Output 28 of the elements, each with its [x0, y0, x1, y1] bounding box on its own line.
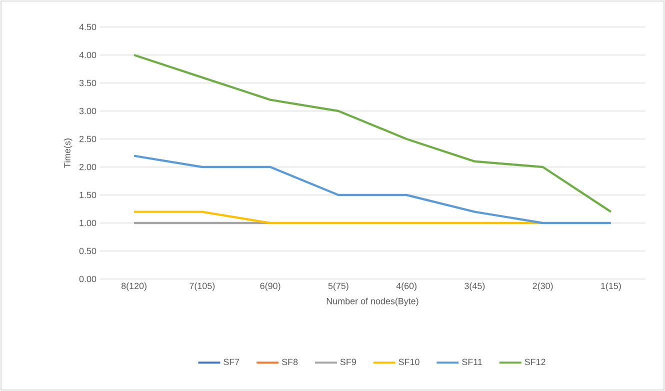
y-tick-label: 3.00	[79, 108, 96, 114]
x-tick-label: 7(105)	[190, 282, 215, 291]
y-tick-label: 0.50	[79, 248, 96, 254]
x-tick-label: 8(120)	[121, 282, 146, 291]
x-tick-label: 2(30)	[532, 282, 553, 291]
legend-label: SF11	[462, 358, 482, 366]
y-tick-label: 4.00	[79, 52, 96, 58]
y-axis-title: Time(s)	[64, 138, 72, 168]
line-series	[132, 54, 612, 213]
y-tick-label: 4.50	[79, 24, 96, 30]
y-tick-label: 3.50	[79, 80, 96, 86]
legend-label: SF9	[340, 358, 356, 366]
x-tick-label: 4(60)	[396, 282, 416, 291]
y-tick-label: 2.50	[79, 136, 96, 142]
x-axis-title: Number of nodes(Byte)	[326, 298, 418, 306]
x-tick-label: 1(15)	[601, 282, 621, 291]
legend-label: SF7	[224, 358, 240, 366]
y-tick-label: 0.00	[79, 276, 96, 282]
legend-label: SF8	[282, 358, 298, 366]
x-tick-label: 6(90)	[260, 282, 280, 291]
line-series	[132, 154, 612, 224]
x-tick-label: 5(75)	[328, 282, 348, 291]
x-tick-label: 3(45)	[464, 282, 485, 291]
legend-label: SF12	[524, 358, 546, 366]
y-tick-label: 1.00	[80, 220, 96, 226]
y-tick-label: 2.00	[79, 164, 96, 170]
y-tick-label: 1.50	[80, 192, 96, 198]
legend-label: SF10	[398, 358, 420, 366]
